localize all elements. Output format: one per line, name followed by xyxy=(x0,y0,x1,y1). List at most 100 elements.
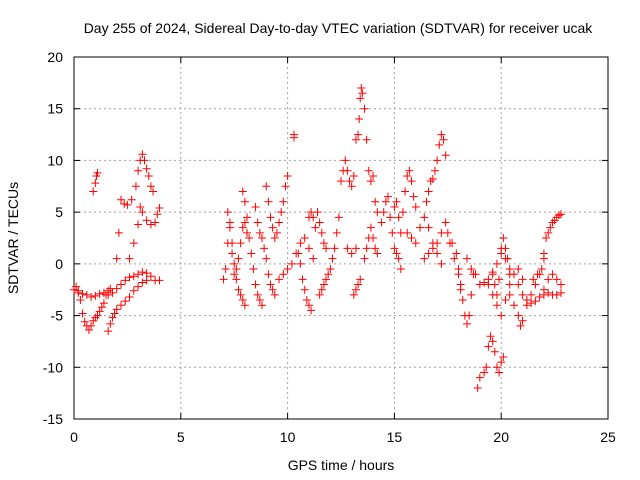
data-point xyxy=(251,202,260,211)
data-point xyxy=(351,285,360,294)
data-point xyxy=(272,228,281,237)
x-tick-label: 25 xyxy=(600,429,616,445)
data-point xyxy=(490,347,499,356)
data-point xyxy=(116,195,125,204)
data-point xyxy=(262,182,271,191)
data-point xyxy=(443,228,452,237)
data-point xyxy=(492,290,501,299)
data-point xyxy=(501,296,510,305)
data-point xyxy=(398,208,407,217)
data-point xyxy=(138,208,147,217)
data-point xyxy=(354,280,363,289)
data-point xyxy=(518,275,527,284)
data-point xyxy=(529,275,538,284)
data-point xyxy=(369,171,378,180)
data-point xyxy=(360,104,369,113)
plot-frame xyxy=(73,56,609,420)
data-point xyxy=(424,187,433,196)
data-point xyxy=(283,265,292,274)
data-point xyxy=(155,276,164,285)
data-point xyxy=(253,290,262,299)
data-point xyxy=(91,179,100,188)
data-point xyxy=(433,239,442,248)
data-point xyxy=(407,234,416,242)
data-point xyxy=(138,268,147,277)
data-point xyxy=(403,171,412,180)
data-point xyxy=(238,296,247,305)
data-point xyxy=(91,313,100,322)
data-point xyxy=(362,244,371,253)
data-point xyxy=(315,290,324,299)
data-point xyxy=(255,228,264,237)
data-point xyxy=(392,197,401,206)
data-point xyxy=(463,319,472,328)
data-point xyxy=(544,275,553,284)
x-tick-label: 0 xyxy=(70,429,78,445)
data-point xyxy=(480,368,489,377)
data-point xyxy=(505,290,514,299)
data-point xyxy=(475,280,484,289)
data-point xyxy=(514,265,523,274)
data-point xyxy=(503,254,512,263)
data-point xyxy=(403,228,412,237)
data-point xyxy=(255,296,264,305)
data-point xyxy=(236,290,245,299)
data-point xyxy=(548,270,557,279)
data-point xyxy=(298,275,307,284)
data-point xyxy=(394,213,403,222)
data-point xyxy=(557,280,566,289)
data-point xyxy=(268,223,277,232)
data-point xyxy=(522,296,531,305)
data-point xyxy=(505,280,514,289)
data-point xyxy=(533,270,542,279)
data-point xyxy=(322,244,331,253)
data-point xyxy=(275,218,284,227)
data-point xyxy=(129,239,138,248)
data-point xyxy=(142,164,151,173)
data-point xyxy=(337,177,345,186)
data-point xyxy=(473,383,482,392)
data-point xyxy=(409,192,418,201)
data-point xyxy=(131,182,140,191)
data-point xyxy=(234,285,243,294)
data-point xyxy=(142,269,151,278)
data-point xyxy=(433,156,442,165)
data-point xyxy=(330,244,339,253)
data-point xyxy=(270,234,279,242)
data-point xyxy=(266,213,275,222)
data-point xyxy=(492,363,501,372)
data-point xyxy=(232,265,241,274)
data-point xyxy=(95,289,104,298)
data-point xyxy=(149,187,158,196)
data-point xyxy=(383,192,392,201)
data-point xyxy=(463,254,472,263)
chart-title: Day 255 of 2024, Sidereal Day-to-day VTE… xyxy=(84,20,594,36)
x-axis-label: GPS time / hours xyxy=(288,457,395,473)
y-tick-label: -15 xyxy=(43,411,63,427)
data-point xyxy=(121,297,130,306)
data-point xyxy=(497,311,506,320)
x-tick-labels: 0 5 10 15 20 25 xyxy=(70,429,616,445)
data-point xyxy=(347,249,356,258)
data-point xyxy=(290,130,299,139)
data-point xyxy=(302,296,311,305)
data-point xyxy=(104,290,113,299)
data-point xyxy=(539,285,548,294)
data-point xyxy=(121,276,130,285)
data-point xyxy=(407,177,416,186)
data-point xyxy=(146,272,155,281)
data-point xyxy=(358,89,367,98)
data-point xyxy=(484,342,493,351)
data-point xyxy=(355,115,364,124)
data-point xyxy=(499,352,508,361)
data-point xyxy=(110,309,119,318)
data-point xyxy=(91,291,100,300)
data-point xyxy=(501,244,510,253)
data-point xyxy=(294,249,303,258)
data-point xyxy=(322,275,331,284)
data-point xyxy=(492,259,501,268)
data-point xyxy=(225,218,234,227)
data-point xyxy=(362,135,371,144)
data-point xyxy=(114,228,123,237)
